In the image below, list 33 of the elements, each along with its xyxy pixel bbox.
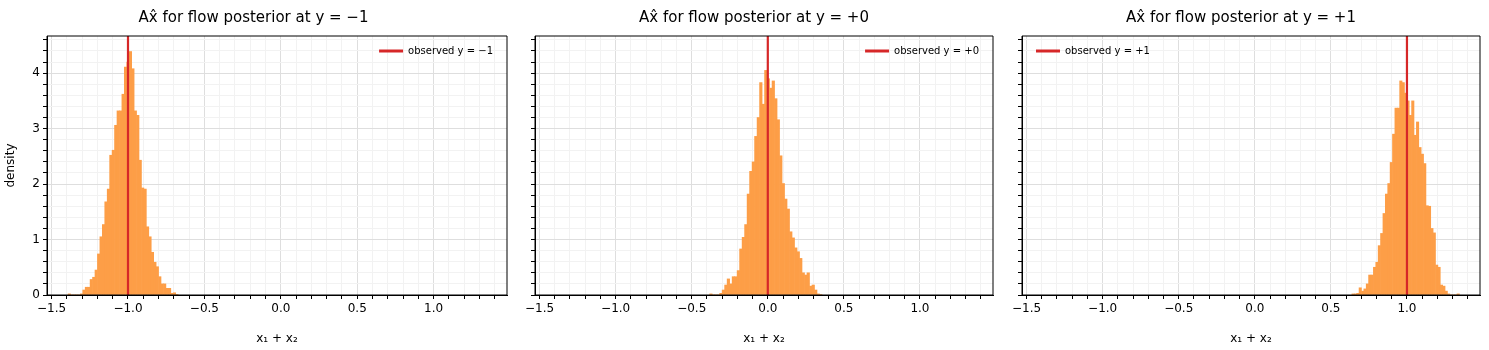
x-tick-label: −0.5: [1164, 301, 1194, 316]
x-tick-label: −1.5: [524, 301, 555, 316]
x-tick-label: −0.5: [677, 301, 707, 316]
x-axis-title: x₁ + x₂: [1230, 330, 1272, 345]
x-tick-label: 0.0: [758, 301, 778, 316]
x-tick-label: 0.5: [347, 301, 367, 316]
x-tick-label: 0.0: [271, 301, 291, 316]
x-tick-label: 0.5: [1321, 301, 1341, 316]
x-tick-label: 1.0: [910, 301, 930, 316]
chart-title: Ax̂ for flow posterior at y = +1: [1126, 7, 1356, 26]
chart-title: Ax̂ for flow posterior at y = +0: [639, 7, 869, 26]
y-tick-label: 4: [32, 65, 40, 80]
legend-label: observed y = +1: [1065, 44, 1150, 56]
y-tick-label: 2: [32, 176, 40, 191]
y-axis-title: density: [3, 143, 18, 188]
x-tick-label: −1.0: [113, 301, 143, 316]
x-tick-label: 1.0: [424, 301, 444, 316]
chart-title: Ax̂ for flow posterior at y = −1: [138, 7, 369, 26]
x-tick-label: 0.5: [834, 301, 854, 316]
x-tick-label: −1.5: [1011, 301, 1042, 316]
y-tick-label: 3: [32, 120, 40, 135]
x-axis-title: x₁ + x₂: [743, 330, 785, 345]
x-tick-label: 0.0: [1245, 301, 1265, 316]
y-tick-label: 1: [32, 231, 40, 246]
y-tick-label: 0: [32, 287, 40, 302]
x-tick-label: −0.5: [189, 301, 219, 316]
x-tick-label: −1.0: [601, 301, 631, 316]
x-tick-label: 1.0: [1397, 301, 1417, 316]
x-tick-label: −1.0: [1088, 301, 1118, 316]
x-axis-title: x₁ + x₂: [256, 330, 298, 345]
legend-label: observed y = +0: [894, 44, 980, 56]
x-tick-label: −1.5: [37, 301, 67, 316]
legend-label: observed y = −1: [408, 44, 494, 56]
